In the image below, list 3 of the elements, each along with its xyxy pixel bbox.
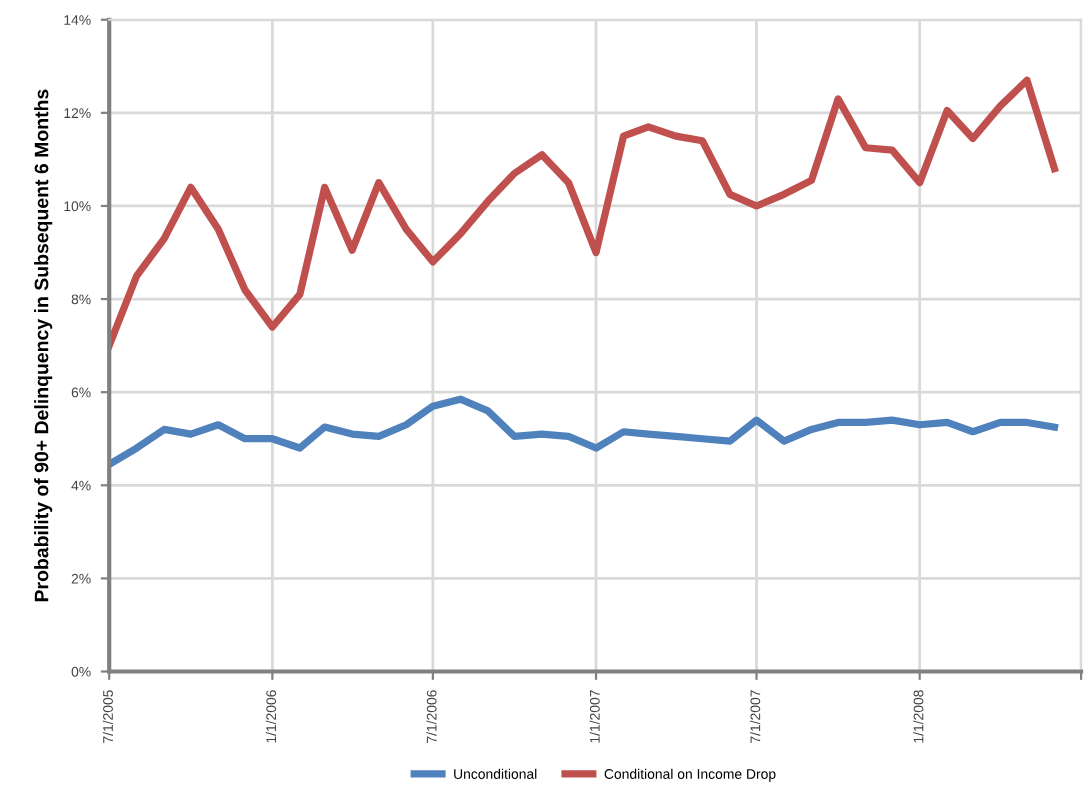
line-series	[109, 76, 1059, 350]
line-series	[109, 395, 1059, 468]
y-axis-title: Probability of 90+ Delinquency in Subsequent 6 Months	[34, 89, 53, 602]
